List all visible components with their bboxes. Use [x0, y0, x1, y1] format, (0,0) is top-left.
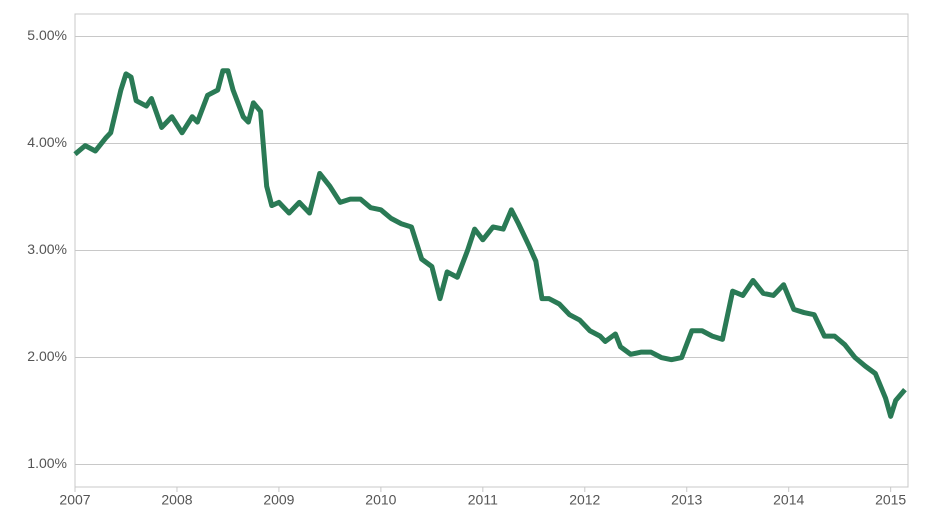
y-tick-label: 1.00% — [27, 455, 67, 471]
y-tick-label: 4.00% — [27, 134, 67, 150]
y-tick-label: 3.00% — [27, 241, 67, 257]
x-tick-label: 2007 — [59, 492, 90, 508]
x-tick-label: 2009 — [263, 492, 294, 508]
x-tick-label: 2010 — [365, 492, 396, 508]
line-series — [73, 68, 907, 419]
x-tick-label: 2012 — [569, 492, 600, 508]
y-tick-label: 2.00% — [27, 348, 67, 364]
x-tick-label: 2008 — [161, 492, 192, 508]
x-tick-label: 2014 — [773, 492, 804, 508]
x-tick-label: 2013 — [671, 492, 702, 508]
x-tick-label: 2015 — [875, 492, 906, 508]
y-tick-label: 5.00% — [27, 27, 67, 43]
x-tick-label: 2011 — [468, 492, 498, 508]
